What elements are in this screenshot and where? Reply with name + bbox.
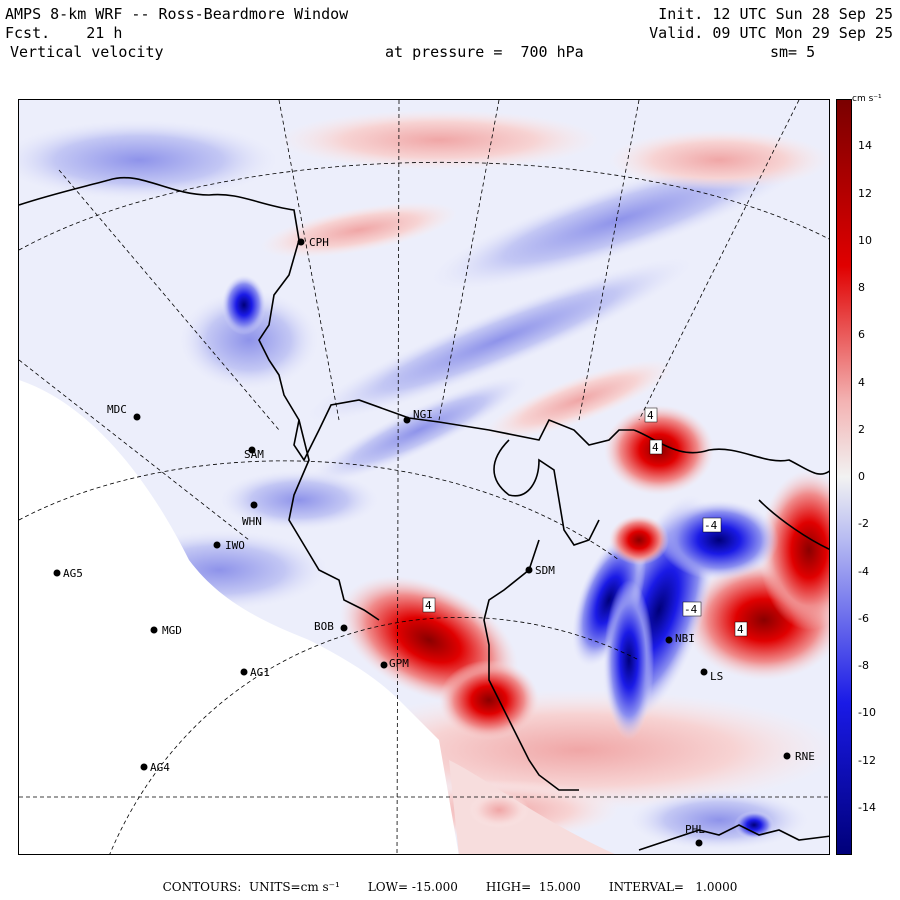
coastline	[19, 176, 829, 851]
colorbar-tick: 2	[858, 422, 865, 436]
colorbar-tick: 10	[858, 233, 872, 247]
station-label: SDM	[535, 564, 555, 577]
svg-text:4: 4	[737, 623, 744, 636]
colorbar-tick: 8	[858, 281, 865, 294]
colorbar-tick: 0	[858, 470, 865, 483]
field-name: Vertical velocity	[10, 43, 164, 61]
station-dot	[248, 446, 256, 454]
colorbar-tick: 4	[858, 375, 865, 389]
colorbar-tick: -4	[858, 564, 869, 578]
station-dot	[665, 636, 673, 644]
svg-text:4: 4	[425, 599, 432, 612]
station-markers: CPH MDC NGI SAM WHN IWO AG5 SDM BOB MGD GPM AG1 NBI L…	[53, 236, 815, 847]
station-dot	[297, 238, 305, 246]
colorbar	[836, 99, 852, 855]
station-label: PHL	[685, 823, 705, 836]
contour-high: HIGH= 15.000	[485, 880, 581, 894]
station-dot	[525, 566, 533, 574]
vertical-velocity-map: 4 4 -4 -4 4 4 CPH MDC NGI SAM WHN IWO AG5 SDM BO…	[18, 99, 830, 855]
station-label: SAM	[244, 448, 264, 461]
title: AMPS 8-km WRF -- Ross-Beardmore Window	[5, 5, 349, 23]
ice-shelf-blank	[19, 380, 459, 854]
colorbar-tick: -10	[858, 706, 876, 720]
station-label: WHN	[242, 515, 262, 528]
station-label: MGD	[162, 624, 182, 637]
colorbar-units: cm s⁻¹	[852, 94, 882, 104]
station-label: NBI	[675, 632, 695, 645]
station-label: LS	[710, 670, 723, 683]
station-dot	[213, 541, 221, 549]
station-dot	[783, 752, 791, 760]
contour-interval: INTERVAL= 1.0000	[608, 880, 738, 894]
station-dot	[53, 569, 61, 577]
smoothing: sm= 5	[770, 43, 816, 61]
colorbar-tick: -8	[858, 659, 869, 672]
contour-low: LOW= -15.000	[367, 880, 458, 894]
forecast-hour: Fcst. 21 h	[5, 24, 123, 42]
init-time: Init. 12 UTC Sun 28 Sep 25	[658, 5, 893, 23]
valid-time: Valid. 09 UTC Mon 29 Sep 25	[649, 24, 893, 42]
colorbar-tick: -6	[858, 611, 869, 625]
station-dot	[340, 624, 348, 632]
station-label: BOB	[314, 620, 334, 633]
station-label: MDC	[107, 403, 127, 416]
strong-vertical-motion-cells	[222, 275, 829, 839]
station-dot	[250, 501, 258, 509]
pressure-level: at pressure = 700 hPa	[385, 43, 584, 61]
contour-info: CONTOURS: UNITS=cm s⁻¹ LOW= -15.000 HIGH= …	[0, 880, 900, 894]
station-dot	[140, 763, 148, 771]
colorbar-tick: -12	[858, 753, 876, 767]
station-dot	[240, 668, 248, 676]
station-dot	[403, 416, 411, 424]
colorbar-tick: 12	[858, 186, 872, 200]
station-label: CPH	[309, 236, 329, 249]
station-label: GPM	[389, 657, 409, 670]
station-dot	[380, 661, 388, 669]
station-label: RNE	[795, 750, 815, 763]
colorbar-tick: 14	[858, 139, 872, 153]
colorbar-tick: -2	[858, 517, 869, 531]
contour-labels: 4 4 -4 -4 4 4	[422, 407, 748, 637]
station-dot	[133, 413, 141, 421]
contour-units: CONTOURS: UNITS=cm s⁻¹	[162, 880, 340, 894]
svg-text:4: 4	[652, 441, 659, 454]
svg-text:4: 4	[647, 409, 654, 422]
station-dot	[695, 839, 703, 847]
colorbar-tick: 6	[858, 328, 865, 342]
station-label: AG1	[250, 666, 270, 679]
station-dot	[700, 668, 708, 676]
svg-text:-4: -4	[684, 603, 698, 616]
station-dot	[150, 626, 158, 634]
station-label: NGI	[413, 408, 433, 421]
colorbar-tick: -14	[858, 800, 876, 814]
station-label: AG5	[63, 567, 83, 580]
station-label: AG4	[150, 761, 170, 774]
station-label: IWO	[225, 539, 245, 552]
svg-text:-4: -4	[704, 519, 718, 532]
